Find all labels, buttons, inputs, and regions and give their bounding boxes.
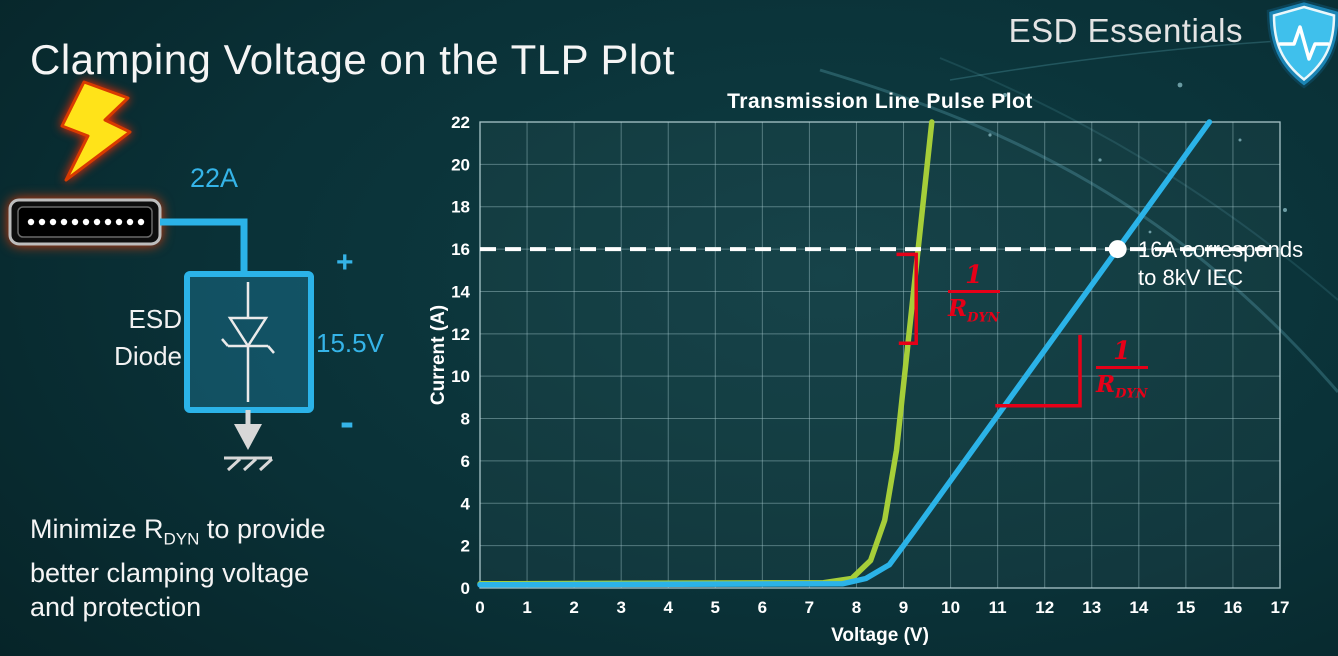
rdyn-numerator: 1 (1096, 336, 1148, 369)
x-tick-label: 16 (1223, 598, 1242, 617)
x-tick-label: 7 (805, 598, 814, 617)
esd-diode-label: ESD Diode (90, 301, 182, 375)
y-tick-label: 0 (461, 579, 470, 598)
rdyn-sub: DYN (967, 310, 1000, 326)
y-tick-label: 4 (461, 494, 471, 513)
tlp-chart-svg: 0 1 2 3 4 5 6 7 8 9 10 11 12 13 14 15 16 1702468101214161… (428, 113, 1290, 646)
surge-wire (160, 218, 248, 274)
esd-diagram (8, 80, 314, 472)
marker-16A (1108, 240, 1127, 259)
x-tick-label: 4 (664, 598, 674, 617)
surge-current-label: 22A (190, 163, 239, 193)
note-prefix: Minimize R (30, 514, 164, 544)
y-tick-label: 2 (461, 537, 470, 556)
y-tick-label: 20 (451, 155, 470, 174)
rdyn-annotation-green: 1 RDYN (948, 260, 1000, 326)
rdyn-r: R (1096, 371, 1116, 398)
y-tick-label: 14 (451, 282, 470, 301)
minus-label: - (340, 398, 354, 445)
x-tick-label: 5 (711, 598, 720, 617)
y-tick-label: 18 (451, 198, 470, 217)
esd-diode-label-line1: ESD (128, 304, 182, 334)
x-tick-label: 3 (616, 598, 625, 617)
slope-indicator-blue (995, 334, 1082, 408)
note-subscript: DYN (163, 529, 200, 549)
chart-title: Transmission Line Pulse Plot (727, 90, 1033, 113)
y-axis-label: Current (A) (428, 305, 449, 405)
zener-diode-symbol (221, 282, 275, 402)
y-tick-label: 12 (451, 325, 470, 344)
esd-diode-label-line2: Diode (114, 341, 182, 371)
y-tick-label: 10 (451, 367, 470, 386)
x-tick-label: 8 (852, 598, 861, 617)
x-tick-label: 2 (569, 598, 578, 617)
rdyn-numerator: 1 (948, 260, 1000, 293)
plot-border (479, 121, 1281, 589)
slope-indicator-green (896, 252, 918, 346)
rdyn-annotation-blue: 1 RDYN (1096, 336, 1148, 402)
y-tick-label: 8 (461, 410, 470, 429)
lightning-bolt-icon (60, 80, 132, 182)
ground-icon (224, 410, 274, 472)
x-tick-label: 9 (899, 598, 908, 617)
note-line3: and protection (30, 592, 202, 623)
note-suffix: to provide (199, 514, 326, 544)
rdyn-r: R (948, 295, 968, 322)
x-tick-label: 17 (1271, 598, 1290, 617)
pulse-line-icon (1278, 25, 1330, 61)
x-tick-label: 13 (1082, 598, 1101, 617)
iec-annotation: 16A corresponds to 8kV IEC (1138, 236, 1303, 292)
iec-line2: to 8kV IEC (1138, 265, 1244, 290)
x-tick-label: 1 (522, 598, 531, 617)
x-tick-label: 14 (1129, 598, 1148, 617)
rdyn-denominator: RDYN (948, 293, 1000, 326)
plus-label: + (336, 246, 354, 279)
x-tick-label: 12 (1035, 598, 1054, 617)
slide-title: Clamping Voltage on the TLP Plot (30, 36, 675, 84)
x-tick-label: 15 (1176, 598, 1195, 617)
x-tick-label: 10 (941, 598, 960, 617)
note-line1: Minimize RDYN to provide (30, 512, 326, 556)
rdyn-sub: DYN (1115, 386, 1148, 402)
x-axis-label: Voltage (V) (831, 625, 929, 646)
y-tick-label: 22 (451, 113, 470, 132)
note-line2: better clamping voltage (30, 558, 310, 589)
shield-pulse-icon (1266, 0, 1338, 89)
y-tick-label: 16 (451, 240, 470, 259)
iec-line1: 16A corresponds (1138, 237, 1304, 262)
x-tick-label: 11 (989, 598, 1007, 617)
brand-title: ESD Essentials (1008, 12, 1243, 49)
clamp-voltage-label: 15.5V (316, 328, 384, 358)
hdmi-connector-icon (8, 198, 162, 246)
y-tick-label: 6 (461, 452, 470, 471)
x-tick-label: 0 (475, 598, 484, 617)
note-text: Minimize RDYN to provide better clamping… (30, 512, 326, 624)
rdyn-denominator: RDYN (1096, 369, 1148, 402)
x-tick-label: 6 (758, 598, 767, 617)
